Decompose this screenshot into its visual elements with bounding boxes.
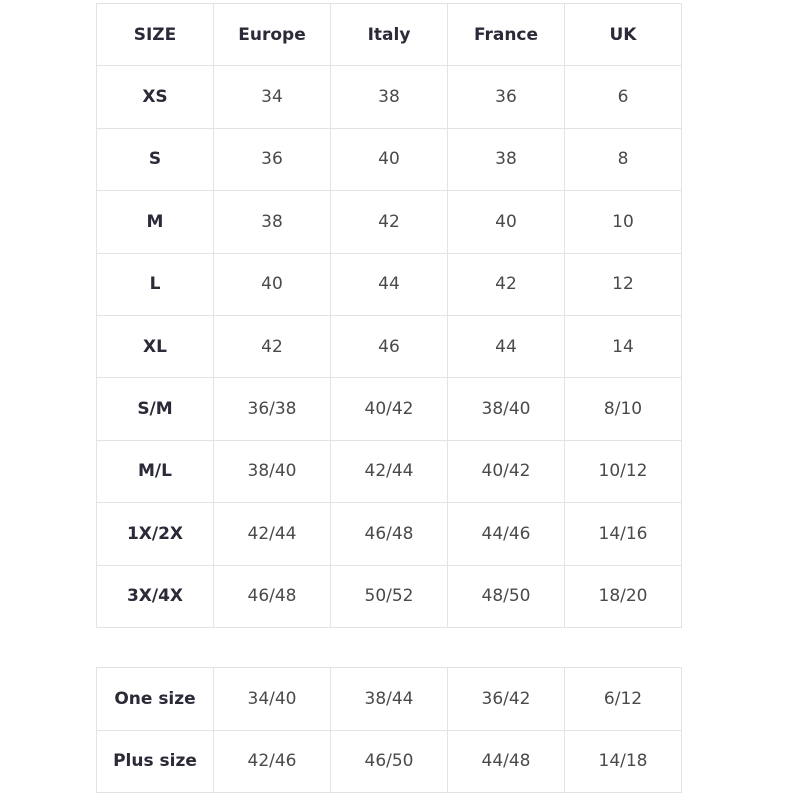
column-header: UK	[564, 2, 682, 67]
table-row: S 36 40 38 8	[96, 127, 682, 192]
table-cell: 14/18	[564, 729, 682, 793]
row-header: M/L	[96, 439, 214, 504]
table-cell: 46/48	[213, 564, 331, 628]
column-header: Europe	[213, 2, 331, 67]
column-header: Italy	[330, 2, 448, 67]
size-chart-table: SIZE Europe Italy France UK XS 34 38 36 6 S 36 40 38 8…	[96, 2, 682, 628]
table-cell: 42/44	[213, 502, 331, 566]
table-cell: 40/42	[447, 439, 565, 504]
table-cell: 40	[330, 127, 448, 192]
table-cell: 46	[330, 314, 448, 379]
table-cell: 44	[447, 314, 565, 379]
column-header: France	[447, 2, 565, 67]
table-cell: 40/42	[330, 377, 448, 441]
table-cell: 42/46	[213, 729, 331, 793]
row-header: Plus size	[96, 729, 214, 793]
table-cell: 8/10	[564, 377, 682, 441]
table-row: 1X/2X 42/44 46/48 44/46 14/16	[96, 502, 682, 566]
table-cell: 46/50	[330, 729, 448, 793]
table-cell: 42	[213, 314, 331, 379]
table-cell: 38/40	[447, 377, 565, 441]
table-row: 3X/4X 46/48 50/52 48/50 18/20	[96, 564, 682, 628]
row-header: S	[96, 127, 214, 192]
table-cell: 36	[213, 127, 331, 192]
table-cell: 36	[447, 65, 565, 129]
table-row: Plus size 42/46 46/50 44/48 14/18	[96, 729, 682, 793]
row-header: XS	[96, 65, 214, 129]
table-cell: 36/38	[213, 377, 331, 441]
table-cell: 38	[213, 190, 331, 254]
table-cell: 38	[330, 65, 448, 129]
table-cell: 50/52	[330, 564, 448, 628]
table-row: S/M 36/38 40/42 38/40 8/10	[96, 377, 682, 441]
row-header: One size	[96, 667, 214, 731]
table-cell: 14/16	[564, 502, 682, 566]
table-cell: 14	[564, 314, 682, 379]
table-cell: 38	[447, 127, 565, 192]
table-cell: 6	[564, 65, 682, 129]
table-cell: 48/50	[447, 564, 565, 628]
table-row: XS 34 38 36 6	[96, 65, 682, 129]
row-header: 1X/2X	[96, 502, 214, 566]
row-header: L	[96, 252, 214, 316]
row-header: S/M	[96, 377, 214, 441]
table-cell: 10/12	[564, 439, 682, 504]
one-plus-size-table: One size 34/40 38/44 36/42 6/12 Plus size 42/4…	[96, 667, 682, 793]
table-cell: 18/20	[564, 564, 682, 628]
table-cell: 40	[447, 190, 565, 254]
table-row: M 38 42 40 10	[96, 190, 682, 254]
table-cell: 46/48	[330, 502, 448, 566]
header-row: SIZE Europe Italy France UK	[96, 2, 682, 67]
table-cell: 42	[330, 190, 448, 254]
table-row: One size 34/40 38/44 36/42 6/12	[96, 667, 682, 731]
table-row: L 40 44 42 12	[96, 252, 682, 316]
table-cell: 44/46	[447, 502, 565, 566]
table-cell: 44	[330, 252, 448, 316]
row-header: 3X/4X	[96, 564, 214, 628]
table-cell: 42	[447, 252, 565, 316]
table-cell: 6/12	[564, 667, 682, 731]
table-cell: 40	[213, 252, 331, 316]
table-cell: 38/44	[330, 667, 448, 731]
table-cell: 36/42	[447, 667, 565, 731]
table-cell: 44/48	[447, 729, 565, 793]
table-cell: 10	[564, 190, 682, 254]
table-cell: 8	[564, 127, 682, 192]
table-cell: 34	[213, 65, 331, 129]
table-cell: 12	[564, 252, 682, 316]
row-header: XL	[96, 314, 214, 379]
table-row: M/L 38/40 42/44 40/42 10/12	[96, 439, 682, 504]
table-cell: 42/44	[330, 439, 448, 504]
table-row: XL 42 46 44 14	[96, 314, 682, 379]
table-cell: 34/40	[213, 667, 331, 731]
column-header: SIZE	[96, 2, 214, 67]
row-header: M	[96, 190, 214, 254]
table-cell: 38/40	[213, 439, 331, 504]
